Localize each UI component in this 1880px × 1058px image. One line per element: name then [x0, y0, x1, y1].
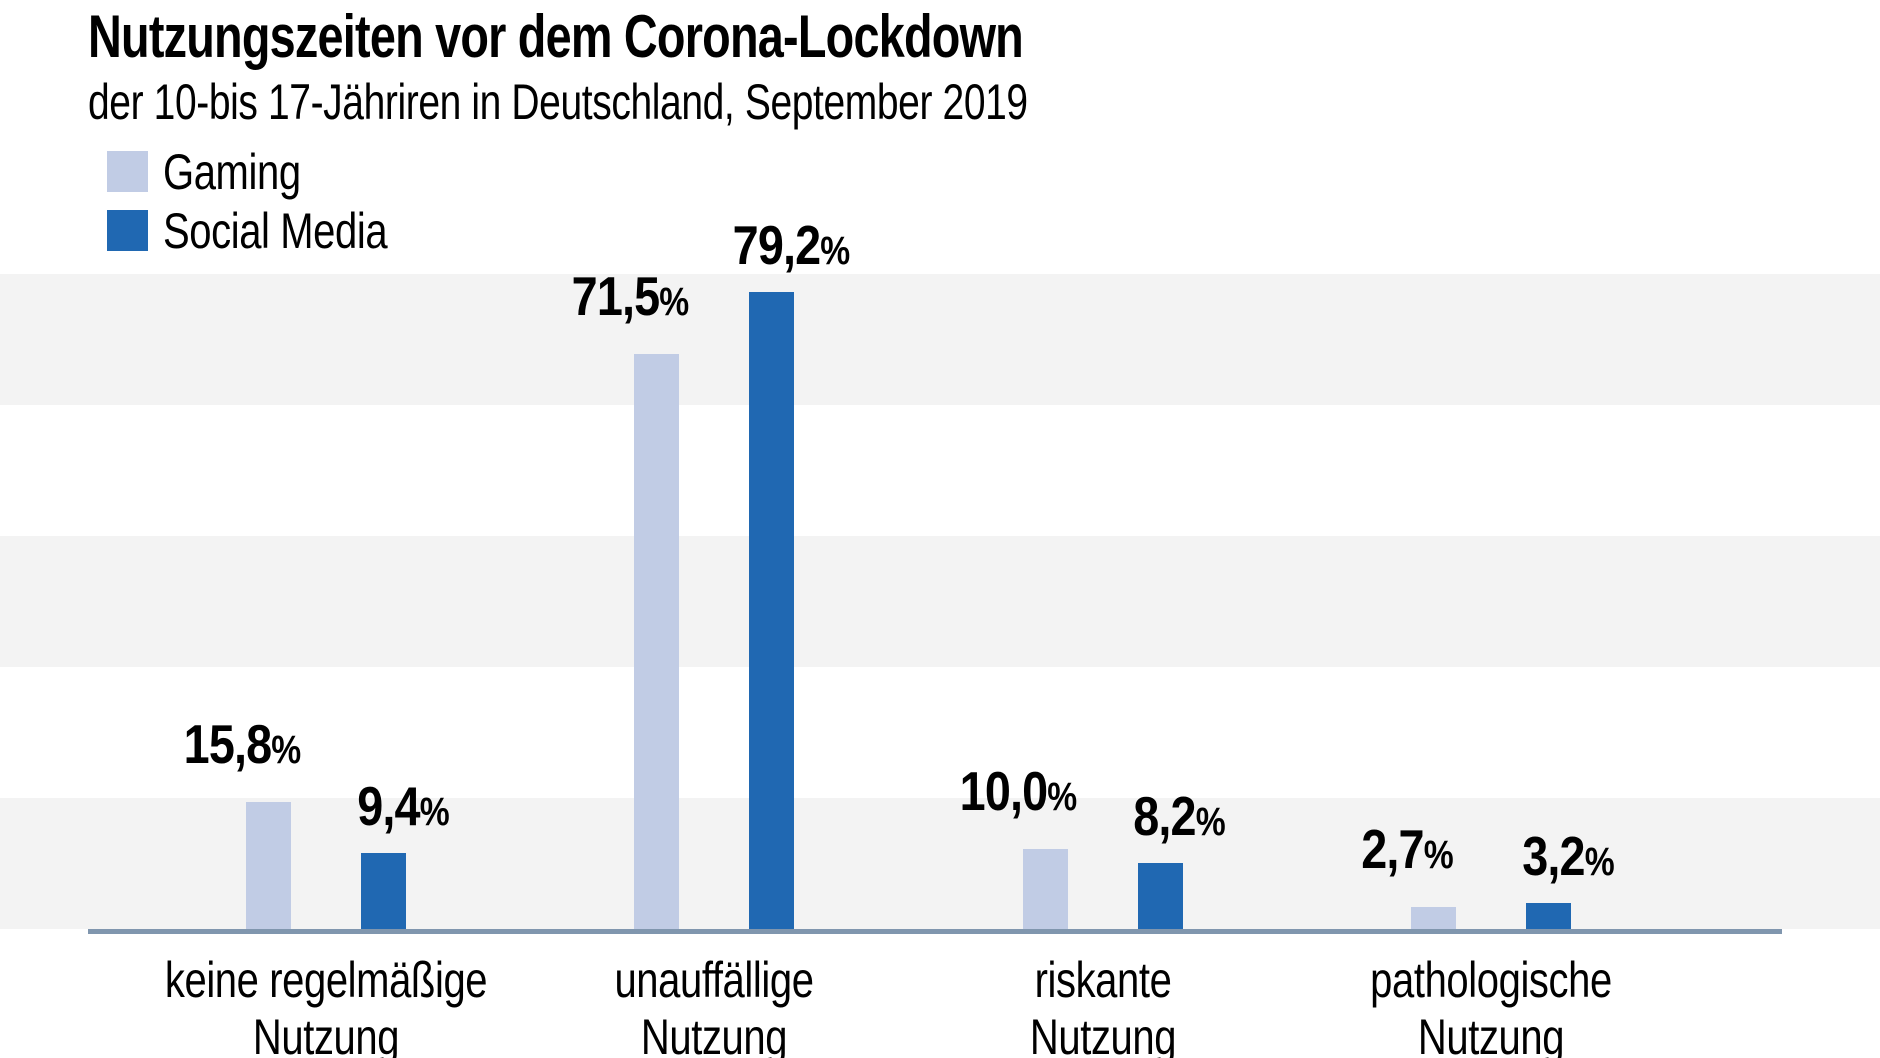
legend-swatch-gaming: [107, 151, 148, 192]
category-label-3: riskante Nutzung: [1029, 952, 1177, 1058]
bar-social-media-1: [361, 853, 406, 929]
bar-social-media-4: [1526, 903, 1572, 929]
category-label-2: unauffällige Nutzung: [614, 952, 814, 1058]
bar-social-media-2: [749, 292, 795, 929]
value-label-gaming-3: 10,0%: [959, 760, 1078, 822]
background-stripe: [0, 274, 1880, 405]
value-label-social-media-2: 79,2%: [732, 214, 851, 276]
bar-social-media-3: [1137, 863, 1183, 929]
category-label-4: pathologische Nutzung: [1370, 952, 1613, 1058]
chart-legend: Gaming Social Media: [107, 144, 443, 269]
value-label-gaming-2: 71,5%: [571, 265, 690, 327]
chart-title: Nutzungszeiten vor dem Corona-Lockdown: [88, 3, 1024, 70]
value-label-gaming-1: 15,8%: [183, 713, 301, 775]
legend-item-gaming: Gaming: [107, 144, 443, 200]
legend-swatch-social-media: [107, 210, 148, 251]
value-label-gaming-4: 2,7%: [1360, 818, 1453, 880]
category-label-1: keine regelmäßige Nutzung: [164, 952, 488, 1058]
legend-label-social-media: Social Media: [163, 202, 388, 259]
legend-item-social-media: Social Media: [107, 203, 443, 259]
bar-gaming-2: [634, 354, 680, 929]
legend-label-gaming: Gaming: [163, 143, 301, 200]
bar-gaming-4: [1411, 907, 1457, 929]
value-label-social-media-1: 9,4%: [356, 775, 449, 837]
chart-subtitle: der 10-bis 17-Jähriren in Deutschland, S…: [88, 74, 1028, 130]
value-label-social-media-3: 8,2%: [1133, 785, 1226, 847]
x-axis-line: [88, 929, 1782, 934]
bar-gaming-1: [246, 802, 291, 929]
bar-gaming-3: [1022, 849, 1068, 929]
value-label-social-media-4: 3,2%: [1521, 825, 1614, 887]
background-stripe: [0, 536, 1880, 667]
